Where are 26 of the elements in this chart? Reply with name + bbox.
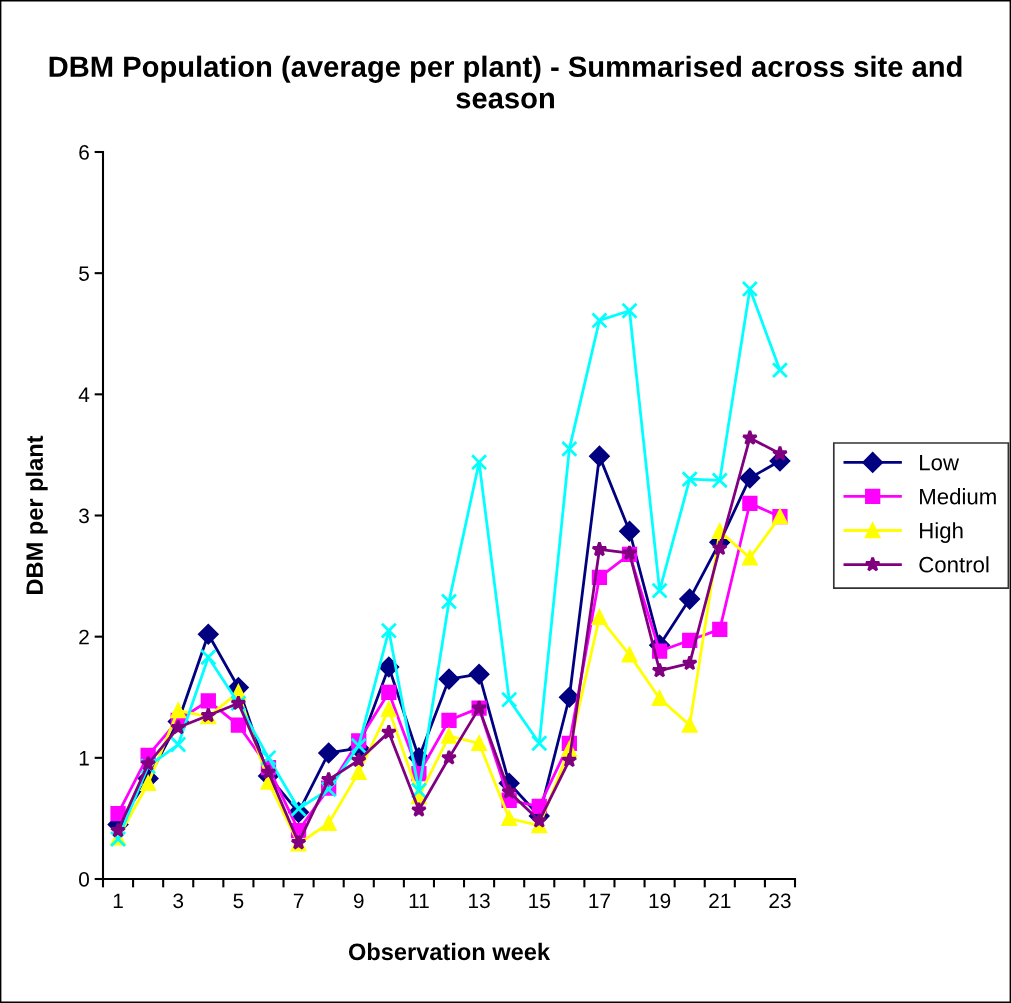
legend-label: Low [920,454,960,471]
y-tick-label: 2 [79,629,89,645]
y-axis-title: DBM per plant [25,435,48,594]
x-tick-label: 15 [529,893,550,909]
y-tick-label: 1 [79,751,89,766]
y-tick-label: 4 [78,387,90,402]
y-tick-label: 0 [79,872,89,887]
x-tick-label: 19 [649,893,671,909]
x-tick-label: 21 [709,893,731,908]
x-tick-label: 11 [409,893,429,908]
x-tick-label: 9 [353,893,364,909]
x-tick-label: 23 [769,893,791,909]
x-tick-label: 17 [589,893,610,908]
legend-label: Medium [920,488,996,505]
legend-label: Control [919,556,989,573]
x-axis-title: Observation week [348,942,551,961]
y-tick-label: 6 [79,145,89,160]
x-tick-label: 7 [293,893,304,908]
x-tick-label: 1 [113,893,123,908]
legend-label: High [920,522,963,543]
y-tick-label: 5 [79,266,89,281]
x-tick-label: 13 [469,893,490,909]
x-tick-label: 5 [233,893,244,909]
chart-title: DBM Population (average per plant) - Summarised across site and season [49,55,962,109]
y-tick-label: 3 [79,508,89,524]
x-tick-label: 3 [173,893,184,909]
